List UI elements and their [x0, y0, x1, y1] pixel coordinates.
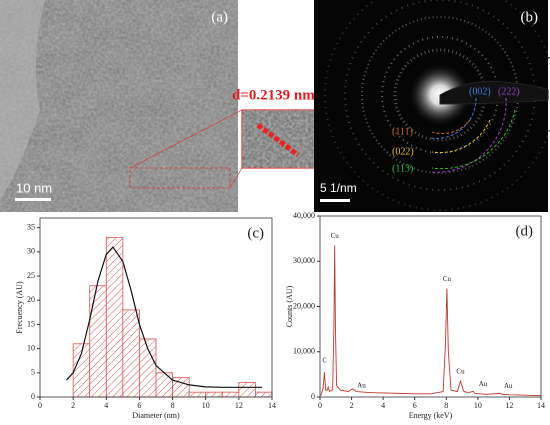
x-tick-label: 4 — [104, 401, 108, 410]
peak-label: Au — [479, 380, 488, 388]
x-tick-label: 14 — [268, 401, 276, 410]
y-tick-label: 20,000 — [293, 301, 315, 310]
y-tick-label: 0 — [31, 392, 35, 401]
y-tick-label: 30 — [27, 247, 35, 256]
bar — [122, 309, 140, 398]
y-tick-label: 40,000 — [293, 211, 315, 220]
y-tick-label: 10 — [27, 343, 35, 352]
peak-label: C — [322, 356, 327, 364]
saed-image — [314, 0, 550, 212]
x-tick-label: 6 — [413, 401, 417, 410]
x-axis-label: Energy (keV) — [409, 411, 453, 420]
y-tick-label: 25 — [27, 271, 35, 280]
x-tick-label: 2 — [350, 401, 354, 410]
plane-label: (111) — [392, 126, 413, 137]
panel-label: (c) — [247, 225, 264, 241]
bar — [221, 391, 240, 398]
plane-label: (022) — [392, 146, 414, 157]
peak-label: Cu — [331, 232, 340, 240]
x-tick-label: 0 — [38, 401, 42, 410]
plot-frame — [319, 215, 542, 398]
scale-bar-label: 5 1/nm — [320, 181, 357, 195]
y-tick-label: 35 — [27, 223, 35, 232]
plane-label: (222) — [498, 86, 520, 97]
x-tick-label: 12 — [235, 401, 243, 410]
fit-curve — [66, 246, 263, 388]
x-tick-label: 10 — [474, 401, 482, 410]
panel-label: (b) — [521, 9, 539, 25]
bar — [205, 391, 223, 398]
bar — [105, 236, 124, 398]
plane-label: (002) — [469, 86, 491, 97]
y-tick-label: 10,000 — [293, 347, 315, 356]
peak-label: Cu — [443, 275, 452, 283]
bar — [255, 391, 273, 398]
plot-frame — [39, 217, 273, 398]
y-axis-label: Counts (AU) — [285, 285, 294, 327]
y-tick-label: 20 — [27, 295, 35, 304]
x-tick-label: 2 — [71, 401, 75, 410]
bar — [238, 382, 256, 398]
scale-bar-label: 10 nm — [16, 180, 52, 195]
bar — [155, 372, 173, 398]
tem-image — [0, 0, 318, 212]
spectrum — [320, 245, 542, 397]
plane-label: (113) — [392, 163, 413, 174]
x-tick-label: 8 — [171, 401, 175, 410]
panel-label: (d) — [516, 223, 534, 239]
x-tick-label: 0 — [318, 401, 322, 410]
peak-label: Au — [504, 382, 513, 390]
y-tick-label: 0 — [311, 392, 315, 401]
x-tick-label: 8 — [444, 401, 448, 410]
x-tick-label: 14 — [537, 401, 545, 410]
bar — [89, 285, 107, 398]
x-tick-label: 10 — [202, 401, 210, 410]
bar — [188, 391, 207, 398]
x-tick-label: 4 — [381, 401, 385, 410]
peak-label: Au — [357, 381, 366, 389]
y-tick-label: 15 — [27, 319, 35, 328]
x-axis-label: Diameter (nm) — [132, 411, 180, 420]
x-tick-label: 6 — [137, 401, 141, 410]
x-tick-label: 12 — [505, 401, 513, 410]
y-tick-label: 5 — [31, 368, 35, 377]
y-axis-label: Frecuency (AU) — [15, 281, 24, 334]
peak-label: Cu — [456, 368, 465, 376]
d-spacing: d=0.2139 nm — [232, 87, 315, 103]
y-tick-label: 30,000 — [293, 256, 315, 265]
panel-label: (a) — [211, 9, 228, 25]
